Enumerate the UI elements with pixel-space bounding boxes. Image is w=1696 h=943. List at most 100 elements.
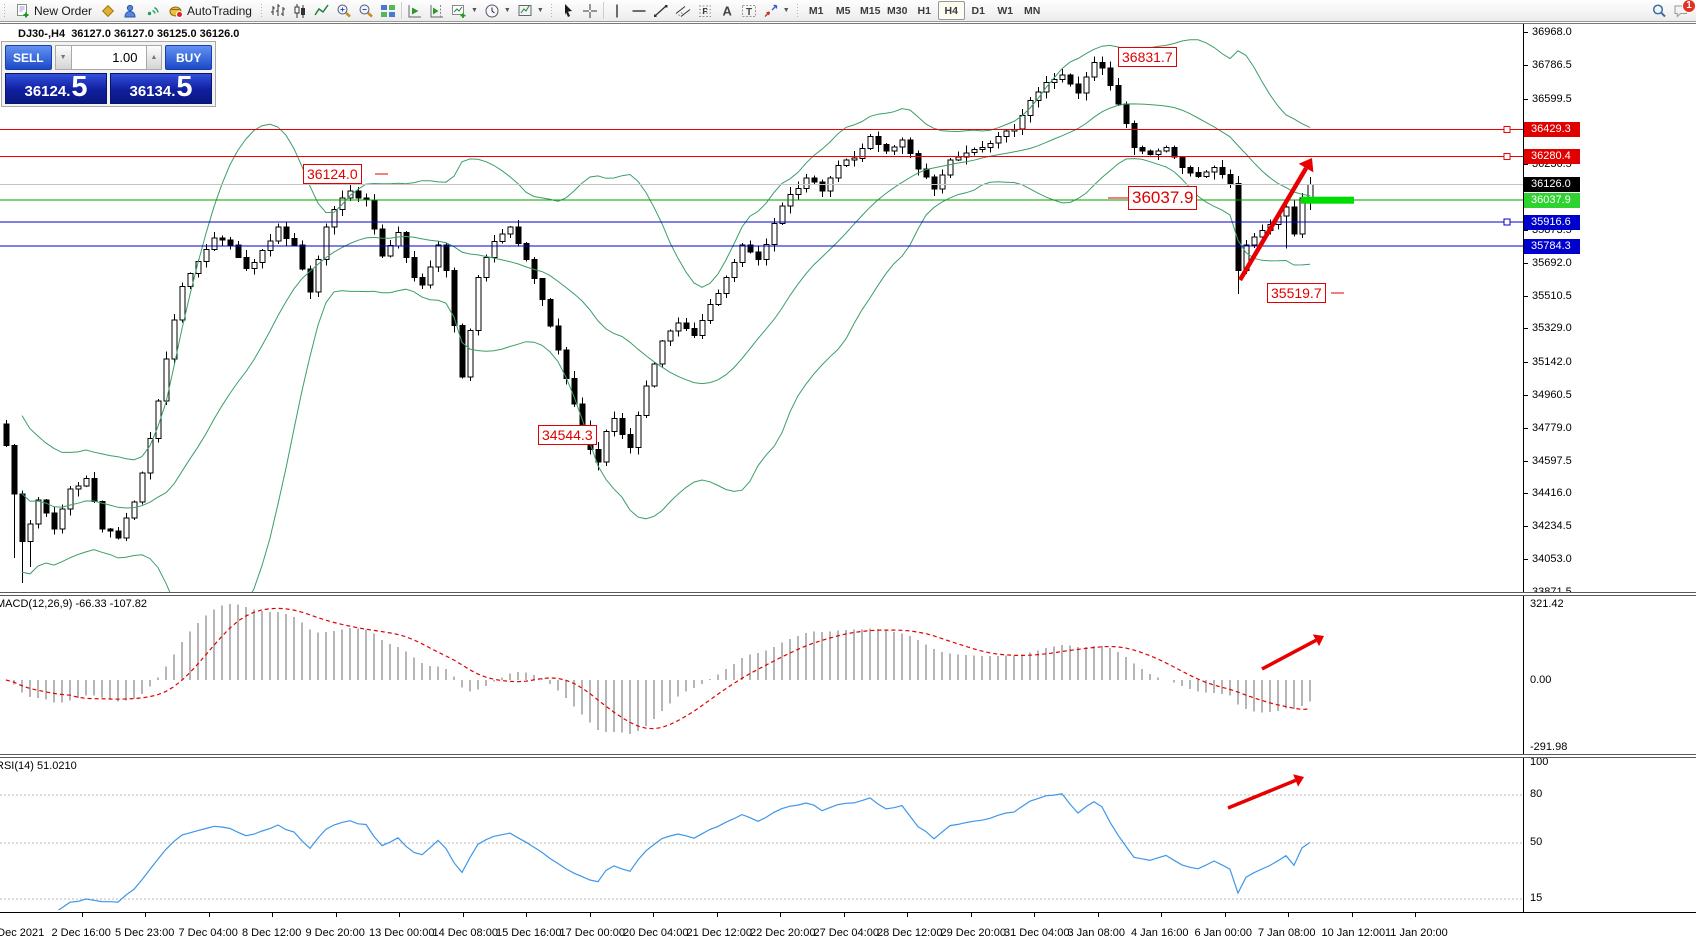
text-tool[interactable]: A xyxy=(716,1,738,21)
auto-scroll-tool[interactable] xyxy=(404,1,426,21)
price-tick-label: 36786.5 xyxy=(1532,59,1572,71)
macd-scale-label: -291.98 xyxy=(1530,741,1568,753)
rsi-pane[interactable] xyxy=(0,758,1523,910)
experts-tool[interactable] xyxy=(119,1,141,21)
timeframe-m30[interactable]: M30 xyxy=(886,4,908,17)
template-tool[interactable]: ▼ xyxy=(514,1,547,21)
level-price-badge: 36280.4 xyxy=(1524,149,1580,164)
chart-shift-icon xyxy=(430,4,443,17)
dropdown-caret-icon[interactable]: ▼ xyxy=(503,7,511,14)
level-price-badge: 36037.9 xyxy=(1524,193,1580,208)
tile-windows-tool[interactable] xyxy=(377,1,399,21)
time-tick-label: 31 Dec 04:00 xyxy=(1004,927,1070,939)
pane-separator[interactable] xyxy=(0,754,1696,758)
dropdown-caret-icon[interactable]: ▼ xyxy=(782,7,790,14)
volume-input[interactable] xyxy=(71,45,146,70)
price-tick-label: 34960.5 xyxy=(1532,389,1572,401)
search-button[interactable] xyxy=(1648,1,1670,21)
trend-line-tool[interactable] xyxy=(650,1,672,21)
buy-price[interactable]: 36134. 5 xyxy=(110,73,212,104)
sell-price[interactable]: 36124. 5 xyxy=(5,73,107,104)
toolbar-drag-handle[interactable] xyxy=(794,2,801,19)
price-annotation-label[interactable]: 35519.7 xyxy=(1267,283,1326,304)
level-price-badge: 35784.3 xyxy=(1524,239,1580,254)
price-tickmark xyxy=(1523,263,1528,264)
new-chart-tool[interactable]: ▼ xyxy=(448,1,481,21)
toolbar-separator xyxy=(400,2,402,19)
equidistant-channel-tool[interactable] xyxy=(672,1,694,21)
price-annotation-label[interactable]: 36831.7 xyxy=(1118,47,1177,68)
timeframe-d1[interactable]: D1 xyxy=(971,4,985,17)
zoom-out-icon xyxy=(359,4,373,17)
time-tickmark xyxy=(1097,913,1099,917)
arrows-icon xyxy=(764,4,777,17)
timeframe-w1[interactable]: W1 xyxy=(997,4,1014,17)
period-tool[interactable]: ▼ xyxy=(481,1,514,21)
price-tickmark xyxy=(1523,395,1528,396)
dropdown-caret-icon[interactable]: ▼ xyxy=(536,7,544,14)
fibonacci-tool[interactable]: F xyxy=(694,1,716,21)
price-annotation-label[interactable]: 36124.0 xyxy=(303,164,362,185)
price-tick-label: 35510.5 xyxy=(1532,290,1572,302)
price-annotation-label[interactable]: 34544.3 xyxy=(538,425,597,446)
time-tickmark xyxy=(589,913,591,917)
timeframe-m5[interactable]: M5 xyxy=(835,4,851,17)
time-tickmark xyxy=(526,913,527,917)
time-tick-label: 14 Dec 08:00 xyxy=(432,927,498,939)
crosshair-tool[interactable] xyxy=(579,1,601,21)
time-tick-label: 17 Dec 00:00 xyxy=(559,927,625,939)
price-tickmark xyxy=(1523,296,1528,297)
chart-wizard-tool[interactable] xyxy=(97,1,119,21)
cursor-tool[interactable] xyxy=(557,1,579,21)
price-tick-label: 34416.0 xyxy=(1532,487,1572,499)
sell-button[interactable]: SELL xyxy=(5,45,52,70)
chart-shift-tool[interactable] xyxy=(426,1,448,21)
line-chart-tool[interactable] xyxy=(311,1,333,21)
time-axis[interactable]: 1 Dec 2021 2 Dec 16:00 5 Dec 23:007 Dec 04… xyxy=(0,912,1696,943)
price-tickmark xyxy=(1523,526,1528,527)
time-tick-label: 7 Jan 08:00 xyxy=(1258,927,1316,939)
arrows-tool[interactable]: ▼ xyxy=(760,1,793,21)
macd-pane[interactable] xyxy=(0,596,1523,754)
autotrading-button[interactable]: AutoTrading xyxy=(163,1,257,21)
zoom-in-tool[interactable] xyxy=(333,1,355,21)
price-chart[interactable] xyxy=(0,24,1523,592)
text-label-icon: T xyxy=(741,4,756,18)
vertical-line-tool[interactable] xyxy=(606,1,628,21)
buy-button[interactable]: BUY xyxy=(165,45,212,70)
time-tickmark xyxy=(208,913,210,917)
timeframe-mn[interactable]: MN xyxy=(1024,4,1041,17)
toolbar-drag-handle[interactable] xyxy=(258,2,265,19)
time-tick-label: 6 Jan 00:00 xyxy=(1194,927,1253,939)
timeframe-h1[interactable]: H1 xyxy=(917,4,931,17)
macd-scale-label: 321.42 xyxy=(1530,598,1564,610)
zoom-out-tool[interactable] xyxy=(355,1,377,21)
horizontal-line-tool[interactable] xyxy=(628,1,650,21)
svg-text:T: T xyxy=(746,7,752,18)
volume-increase-button[interactable]: ▲ xyxy=(145,45,163,70)
volume-decrease-button[interactable]: ▼ xyxy=(54,45,72,70)
price-annotation-label[interactable]: 36037.9 xyxy=(1128,186,1198,211)
time-tickmark xyxy=(1351,913,1353,917)
text-label-tool[interactable]: T xyxy=(738,1,760,21)
time-tick-label: 4 Jan 16:00 xyxy=(1131,927,1189,939)
dropdown-caret-icon[interactable]: ▼ xyxy=(470,7,478,14)
candles-chart-tool[interactable] xyxy=(289,1,311,21)
pane-separator[interactable] xyxy=(0,592,1696,596)
time-tickmark xyxy=(843,913,845,917)
price-tick-label: 34597.5 xyxy=(1532,455,1572,467)
new-order-button[interactable]: New Order xyxy=(10,1,97,21)
time-tickmark xyxy=(1224,913,1226,917)
timeframe-m15[interactable]: M15 xyxy=(859,4,881,17)
timeframe-m1[interactable]: M1 xyxy=(808,4,824,17)
price-tick-label: 35142.0 xyxy=(1532,356,1572,368)
timeframe-h4[interactable]: H4 xyxy=(937,1,965,20)
notifications-button[interactable]: 1 xyxy=(1670,0,1696,21)
toolbar-drag-handle[interactable] xyxy=(548,2,555,19)
signals-tool[interactable] xyxy=(141,1,163,21)
bars-chart-tool[interactable] xyxy=(267,1,289,21)
rsi-scale-label: 80 xyxy=(1530,788,1543,800)
price-tick-label: 35329.0 xyxy=(1532,322,1572,334)
toolbar-drag-handle[interactable] xyxy=(2,2,8,19)
price-tick-label: 36236.5 xyxy=(1532,158,1572,170)
